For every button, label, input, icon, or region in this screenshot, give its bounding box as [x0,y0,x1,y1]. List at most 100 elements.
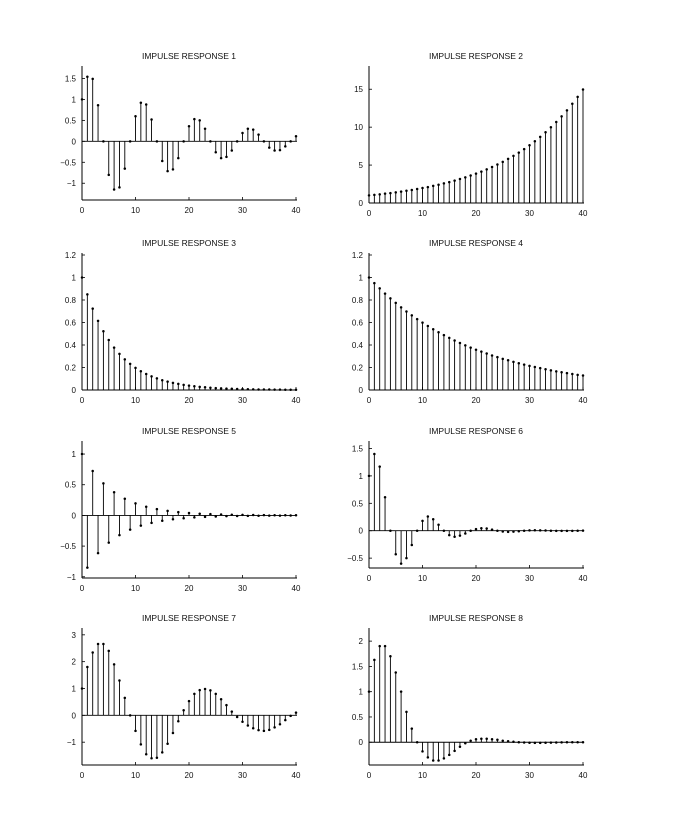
panel-4-stem-marker [576,373,579,377]
panel-6-ytick-label: −0.5 [347,554,363,563]
panel-8-stem-marker [571,740,574,744]
panel-7-stem-marker [198,688,201,692]
panel-7-stem-marker [139,743,143,746]
panel-8-stem-marker [549,741,553,744]
panel-2-stem-marker [431,184,435,188]
panel-4-stem-marker [378,287,381,290]
panel-1-ytick-label: 1.5 [65,74,77,83]
panel-7-stem-marker [182,708,185,712]
panel-1-stem-marker [118,186,121,189]
panel-8-stem-marker [522,741,526,744]
panel-2-stem-marker [480,170,483,173]
panel-1-stem-marker [144,103,148,106]
panel-3-stem-marker [182,383,185,387]
panel-2-stem-marker [458,177,462,181]
panel-8-stem-marker [565,741,569,744]
panel-4-stem-marker [480,350,483,353]
panel-2-xtick-label: 30 [525,209,534,218]
panel-6-title: IMPULSE RESPONSE 6 [429,426,523,436]
panel-2-stem-marker [410,188,414,192]
panel-3-stem-marker [214,386,217,390]
panel-5-stem-marker [203,515,207,519]
panel-1-title: IMPULSE RESPONSE 1 [142,51,236,61]
panel-8-stem-marker [485,737,488,740]
panel-2-ytick-label: 0 [359,199,364,208]
panel-6-xtick-label: 20 [472,574,481,583]
panel-6-stem-marker [576,529,579,532]
panel-2-stem-marker [378,193,381,196]
panel-2-stem-marker [533,139,537,143]
panel-3-stem-marker [241,387,244,391]
panel-6-stem-marker [389,529,392,532]
panel-2-stem-marker [399,190,403,193]
panel-8-xtick-label: 30 [525,771,534,780]
panel-6-stem-marker [501,530,504,533]
panel-8-ytick-label: 0 [359,738,364,747]
panel-2-xtick-label: 20 [472,209,481,218]
panel-1-stem-marker [102,140,105,143]
panel-3-stem-marker [235,387,239,391]
panel-8-stem-marker [367,690,371,693]
panel-3-ytick-label: 0 [72,386,77,395]
panel-6-stem-marker [549,529,553,532]
panel-3: IMPULSE RESPONSE 3 0 0.2 0.4 0.6 0.8 1 1.2 0 10 20… [65,238,301,405]
panel-4-stem-marker [394,301,397,305]
panel-6-stem-marker [506,530,510,534]
panel-5-stem-marker [139,524,143,527]
panel-1-stem-marker [187,124,191,128]
panel-7-stem-marker [193,692,196,696]
panel-4-xtick-label: 10 [418,396,427,405]
panel-7-stem-marker [91,651,94,654]
panel-5-stem-marker [91,469,94,473]
panel-3-xtick-label: 0 [80,396,85,405]
panel-7-stem-marker [273,726,276,729]
panel-7-stem-marker [262,729,266,733]
panel-7-stem-marker [80,687,84,690]
panel-5-stem-marker [209,512,212,516]
panel-5-ytick-label: 1 [72,450,77,459]
panel-5-stem-marker [214,515,217,518]
panel-2-stem-marker [394,191,397,194]
panel-3-stem-marker [144,372,148,376]
panel-8-xtick-label: 0 [367,771,372,780]
panel-2-stem-marker [506,157,510,161]
panel-1-stem-marker [273,149,276,152]
panel-5-ytick-label: 0 [72,511,77,520]
panel-7-stem-marker [144,753,148,756]
panel-1-stem-marker [161,159,164,163]
panel-2-stem-marker [405,189,408,193]
panel-8-stem-marker [490,737,494,741]
panel-4-stem-marker [533,365,537,369]
panel-6-xtick-label: 0 [367,574,372,583]
panel-6-stem-marker [480,527,483,530]
panel-2-title: IMPULSE RESPONSE 2 [429,51,523,61]
panel-4-stem-marker [512,360,515,364]
panel-5-stem-marker [289,514,292,517]
panel-3-ytick-label: 0.6 [65,319,77,328]
panel-3-stem-marker [257,388,260,391]
panel-3-stem-marker [123,358,127,361]
panel-4-stem-marker [469,346,472,349]
panel-7-stem-marker [230,710,234,713]
panel-2-stem-marker [512,154,515,158]
panel-3-stem-marker [171,381,175,385]
panel-4-ytick-label: 0.2 [352,364,364,373]
panel-8-stem-marker [517,740,521,744]
panel-1-stem-marker [278,148,282,152]
panel-3-xtick-label: 20 [185,396,194,405]
panel-7-title: IMPULSE RESPONSE 7 [142,613,236,623]
panel-3-stem-marker [86,293,89,296]
panel-7-xtick-label: 0 [80,771,85,780]
panel-6-stem-marker [512,530,515,533]
panel-1-stem-marker [193,117,196,121]
panel-5-stem-marker [198,512,201,515]
panel-4-stem-marker [389,297,392,300]
panel-4-stem-marker [373,281,376,285]
panel-4-ytick-label: 0 [359,386,364,395]
panel-1-stem-marker [171,168,175,171]
panel-4-stem-marker [405,310,408,313]
panel-7-stem-marker [128,714,132,717]
panel-8-stem-marker [383,644,387,648]
panel-4-stem-marker [544,368,547,371]
panel-5-stem-marker [225,514,228,518]
